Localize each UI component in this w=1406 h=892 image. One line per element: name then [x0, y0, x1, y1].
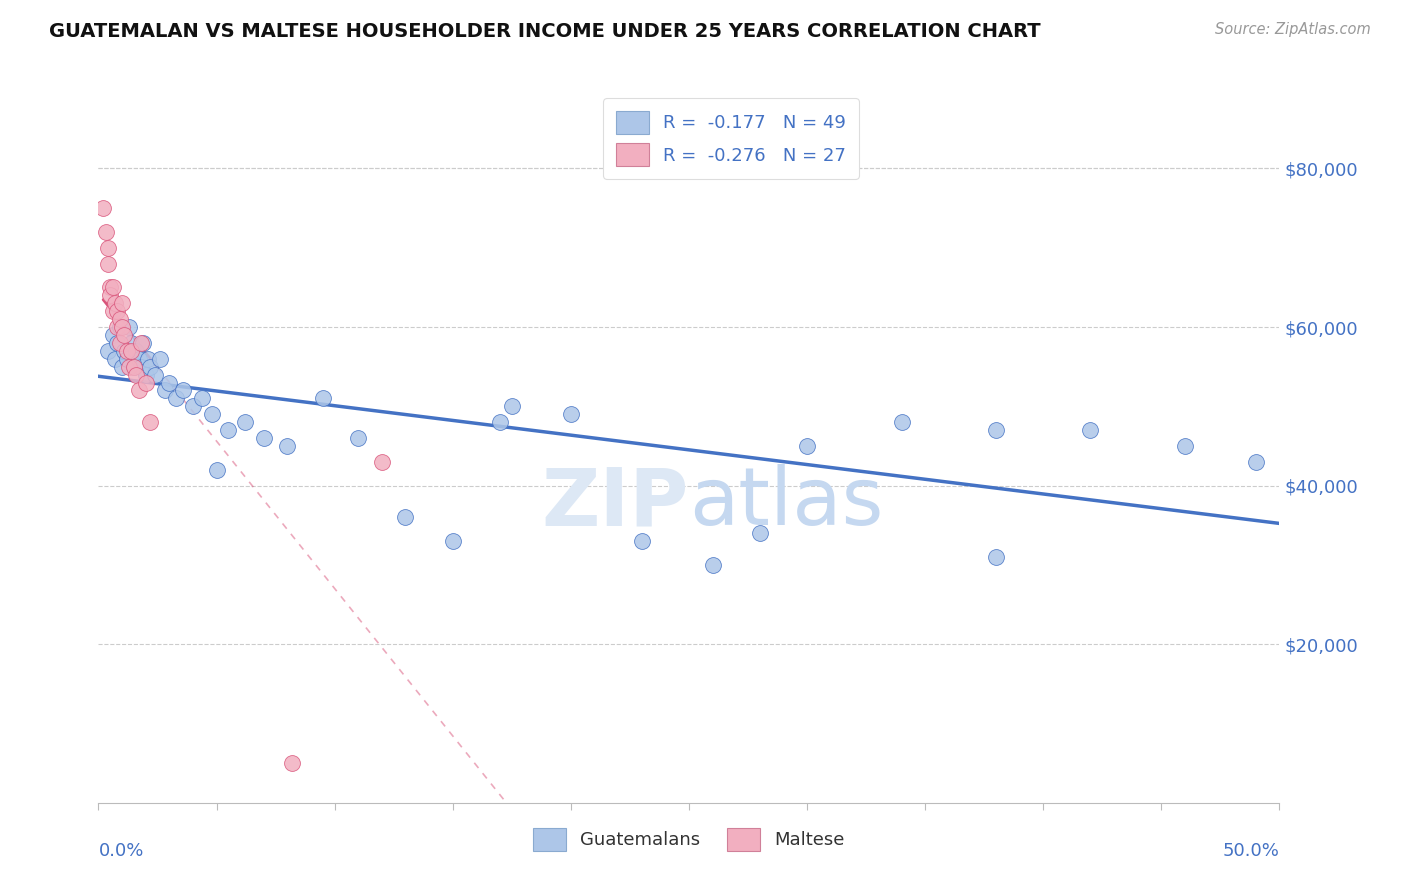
Point	[94, 225, 117, 239]
Point	[1174, 439, 1197, 453]
Point	[128, 351, 150, 366]
Point	[98, 280, 121, 294]
Point	[97, 241, 120, 255]
Point	[125, 343, 148, 358]
Point	[1080, 423, 1102, 437]
Point	[702, 558, 724, 572]
Point	[101, 304, 124, 318]
Point	[984, 423, 1007, 437]
Point	[276, 439, 298, 453]
Point	[347, 431, 370, 445]
Point	[191, 392, 214, 406]
Point	[796, 439, 818, 453]
Point	[560, 407, 582, 421]
Point	[135, 368, 157, 382]
Point	[112, 343, 135, 358]
Point	[217, 423, 239, 437]
Point	[181, 400, 204, 414]
Point	[748, 526, 770, 541]
Point	[104, 351, 127, 366]
Point	[115, 351, 138, 366]
Point	[122, 359, 145, 374]
Point	[115, 343, 138, 358]
Point	[143, 368, 166, 382]
Point	[129, 359, 152, 374]
Text: ZIP: ZIP	[541, 464, 689, 542]
Point	[984, 549, 1007, 564]
Point	[111, 296, 134, 310]
Point	[394, 510, 416, 524]
Point	[135, 376, 157, 390]
Point	[139, 359, 162, 374]
Point	[108, 335, 131, 350]
Point	[630, 534, 652, 549]
Text: GUATEMALAN VS MALTESE HOUSEHOLDER INCOME UNDER 25 YEARS CORRELATION CHART: GUATEMALAN VS MALTESE HOUSEHOLDER INCOME…	[49, 22, 1040, 41]
Point	[101, 328, 124, 343]
Point	[112, 328, 135, 343]
Text: 0.0%: 0.0%	[98, 842, 143, 860]
Point	[153, 384, 176, 398]
Point	[371, 455, 394, 469]
Point	[108, 312, 131, 326]
Point	[149, 351, 172, 366]
Point	[105, 320, 128, 334]
Point	[97, 257, 120, 271]
Point	[101, 280, 124, 294]
Text: 50.0%: 50.0%	[1223, 842, 1279, 860]
Point	[111, 320, 134, 334]
Point	[111, 359, 134, 374]
Point	[157, 376, 180, 390]
Point	[172, 384, 194, 398]
Point	[139, 415, 162, 429]
Point	[108, 320, 131, 334]
Point	[201, 407, 224, 421]
Point	[501, 400, 523, 414]
Point	[121, 343, 143, 358]
Point	[128, 384, 150, 398]
Point	[132, 335, 155, 350]
Point	[97, 343, 120, 358]
Text: atlas: atlas	[689, 464, 883, 542]
Point	[122, 359, 145, 374]
Point	[118, 359, 141, 374]
Point	[281, 756, 304, 771]
Text: Source: ZipAtlas.com: Source: ZipAtlas.com	[1215, 22, 1371, 37]
Point	[441, 534, 464, 549]
Point	[1244, 455, 1267, 469]
Point	[121, 335, 143, 350]
Point	[165, 392, 187, 406]
Point	[125, 368, 148, 382]
Legend: Guatemalans, Maltese: Guatemalans, Maltese	[526, 821, 852, 858]
Point	[489, 415, 512, 429]
Point	[205, 463, 228, 477]
Point	[105, 304, 128, 318]
Point	[118, 320, 141, 334]
Point	[91, 201, 114, 215]
Point	[105, 335, 128, 350]
Point	[233, 415, 256, 429]
Point	[253, 431, 276, 445]
Point	[136, 351, 159, 366]
Point	[104, 296, 127, 310]
Point	[312, 392, 335, 406]
Point	[129, 335, 152, 350]
Point	[98, 288, 121, 302]
Point	[890, 415, 912, 429]
